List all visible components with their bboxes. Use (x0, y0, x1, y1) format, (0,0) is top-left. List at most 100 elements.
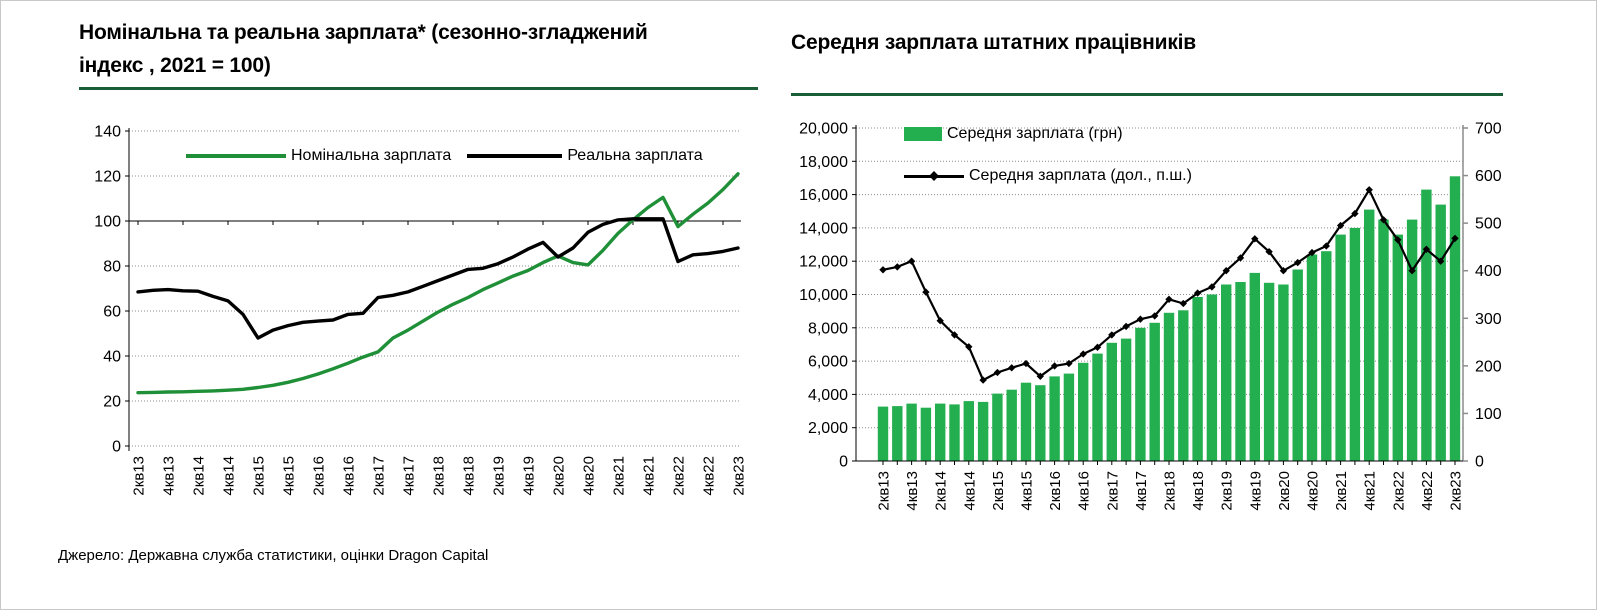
svg-text:2кв20: 2кв20 (1276, 471, 1293, 511)
bar (1421, 189, 1432, 461)
svg-text:4кв21: 4кв21 (641, 456, 658, 496)
left-chart-y-axis: 0 20 40 60 80 100 120 140 (94, 124, 130, 456)
svg-text:4кв20: 4кв20 (581, 456, 598, 496)
svg-text:4,000: 4,000 (808, 387, 848, 404)
bar (1206, 294, 1218, 461)
left-chart-gridlines (129, 130, 741, 447)
bar (1392, 234, 1403, 461)
bar (1135, 327, 1146, 461)
diamond-marker (1222, 267, 1230, 275)
bar (1349, 227, 1361, 461)
svg-text:2кв17: 2кв17 (1104, 471, 1121, 511)
nominal-line-swatch (186, 154, 286, 158)
svg-text:2кв21: 2кв21 (1333, 471, 1350, 511)
svg-text:4кв16: 4кв16 (1076, 471, 1093, 511)
svg-text:2кв18: 2кв18 (1162, 471, 1179, 511)
svg-text:12,000: 12,000 (799, 254, 848, 271)
svg-text:4кв16: 4кв16 (341, 456, 358, 496)
svg-text:700: 700 (1475, 121, 1502, 138)
uah-wage-bars (877, 176, 1461, 462)
svg-text:16,000: 16,000 (799, 187, 848, 204)
bar (920, 407, 932, 461)
diamond-marker (1251, 235, 1259, 243)
bar (1049, 376, 1060, 461)
svg-text:4кв17: 4кв17 (1133, 471, 1150, 511)
svg-text:100: 100 (94, 214, 121, 231)
left-title-underline (79, 87, 758, 90)
diamond-marker (907, 257, 916, 265)
svg-text:2кв14: 2кв14 (933, 471, 950, 511)
svg-text:2кв16: 2кв16 (1047, 471, 1064, 511)
legend-label-wage-usd: Середня зарплата (дол., п.ш.) (969, 167, 1192, 184)
right-chart-title: Середня зарплата штатних працівників (791, 31, 1196, 54)
svg-text:300: 300 (1475, 311, 1502, 328)
bar (1063, 373, 1075, 461)
svg-text:20,000: 20,000 (799, 121, 848, 138)
usd-line-swatch (904, 171, 964, 181)
svg-text:2кв17: 2кв17 (371, 456, 388, 496)
svg-text:120: 120 (94, 169, 121, 186)
legend-label-nominal-wage: Номінальна зарплата (291, 147, 452, 164)
bar (1406, 219, 1418, 461)
bar (992, 393, 1003, 461)
legend-item-nominal-wage: Номінальна зарплата (186, 147, 451, 165)
bar (1120, 338, 1132, 461)
bar (1249, 272, 1260, 461)
right-title-underline (791, 93, 1503, 96)
svg-text:2,000: 2,000 (808, 420, 848, 437)
bar (1078, 362, 1089, 461)
bar (1035, 385, 1046, 461)
svg-text:200: 200 (1475, 358, 1502, 375)
svg-text:2кв20: 2кв20 (551, 456, 568, 496)
diamond-marker (1437, 257, 1445, 265)
diamond-marker-icon (929, 171, 939, 181)
svg-text:8,000: 8,000 (808, 320, 848, 337)
bar (1092, 353, 1103, 461)
svg-text:100: 100 (1475, 406, 1502, 423)
right-chart-x-axis (856, 460, 1463, 465)
svg-text:600: 600 (1475, 168, 1502, 185)
diamond-marker (993, 368, 1002, 377)
diamond-marker (1365, 186, 1373, 194)
svg-text:4кв21: 4кв21 (1362, 471, 1379, 511)
svg-text:2кв15: 2кв15 (251, 456, 268, 496)
svg-text:2кв13: 2кв13 (131, 456, 148, 496)
svg-text:18,000: 18,000 (799, 154, 848, 171)
svg-text:4кв19: 4кв19 (521, 456, 538, 496)
bar (1006, 389, 1017, 461)
svg-text:6,000: 6,000 (808, 354, 848, 371)
svg-text:4кв15: 4кв15 (281, 456, 298, 496)
bar (1149, 322, 1160, 461)
svg-text:2кв19: 2кв19 (1219, 471, 1236, 511)
bar (892, 406, 903, 461)
svg-text:14,000: 14,000 (799, 220, 848, 237)
svg-text:2кв22: 2кв22 (1390, 471, 1407, 511)
bar (1321, 251, 1332, 461)
svg-text:2кв14: 2кв14 (191, 456, 208, 496)
bar (1235, 282, 1246, 461)
diamond-marker (1322, 242, 1330, 250)
real-line-swatch (467, 154, 563, 158)
right-chart-legend: Середня зарплата (грн) Середня зарплата … (904, 125, 1192, 209)
bar (1378, 219, 1389, 461)
bar (1020, 382, 1032, 461)
diamond-marker (1394, 236, 1402, 244)
svg-text:0: 0 (839, 454, 848, 471)
legend-item-real-wage: Реальна зарплата (467, 147, 703, 165)
svg-text:4кв13: 4кв13 (904, 471, 921, 511)
legend-label-wage-uah: Середня зарплата (грн) (947, 125, 1123, 142)
right-chart-left-axis: 0 2,000 4,000 6,000 8,000 10,000 12,000 14,000 1… (799, 121, 857, 471)
bar (1221, 284, 1232, 461)
bar (1292, 269, 1303, 461)
svg-text:80: 80 (103, 259, 121, 276)
legend-item-wage-uah: Середня зарплата (грн) (904, 125, 1192, 143)
svg-text:40: 40 (103, 349, 121, 366)
bar (1306, 254, 1318, 461)
source-note: Джерело: Державна служба статистики, оці… (58, 547, 489, 564)
svg-text:4кв14: 4кв14 (221, 456, 238, 496)
svg-text:2кв19: 2кв19 (491, 456, 508, 496)
svg-text:2кв16: 2кв16 (311, 456, 328, 496)
svg-text:2кв18: 2кв18 (431, 456, 448, 496)
svg-text:4кв20: 4кв20 (1305, 471, 1322, 511)
